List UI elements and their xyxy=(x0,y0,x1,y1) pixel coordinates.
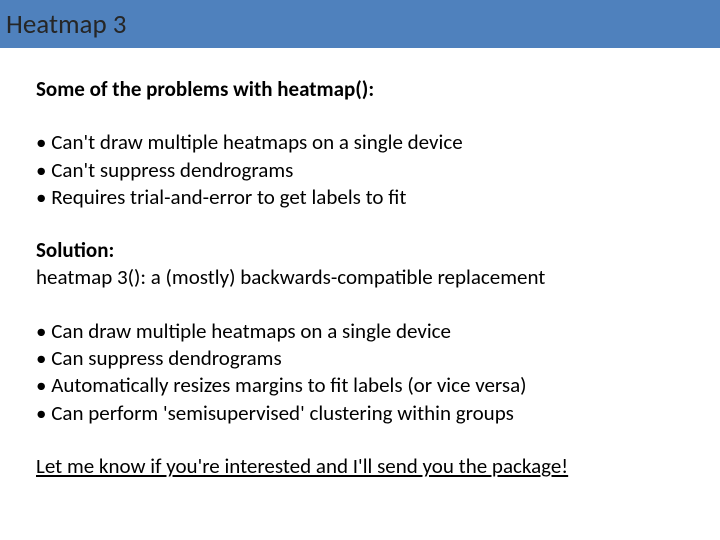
closing-line: Let me know if you're interested and I'l… xyxy=(36,453,684,480)
slide-body: Some of the problems with heatmap(): Can… xyxy=(0,48,720,480)
solution-text: heatmap 3(): a (mostly) backwards-compat… xyxy=(36,264,684,291)
solution-label: Solution: xyxy=(36,237,684,264)
list-item: Can suppress dendrograms xyxy=(36,345,684,372)
features-list: Can draw multiple heatmaps on a single d… xyxy=(36,318,684,427)
list-item: Can draw multiple heatmaps on a single d… xyxy=(36,318,684,345)
problems-heading: Some of the problems with heatmap(): xyxy=(36,76,684,103)
list-item: Can perform 'semisupervised' clustering … xyxy=(36,400,684,427)
solution-block: Solution: heatmap 3(): a (mostly) backwa… xyxy=(36,237,684,292)
list-item: Can't suppress dendrograms xyxy=(36,157,684,184)
slide-title: Heatmap 3 xyxy=(6,8,126,41)
title-bar: Heatmap 3 xyxy=(0,0,720,48)
list-item: Requires trial-and-error to get labels t… xyxy=(36,184,684,211)
list-item: Can't draw multiple heatmaps on a single… xyxy=(36,129,684,156)
problems-list: Can't draw multiple heatmaps on a single… xyxy=(36,129,684,211)
list-item: Automatically resizes margins to fit lab… xyxy=(36,372,684,399)
